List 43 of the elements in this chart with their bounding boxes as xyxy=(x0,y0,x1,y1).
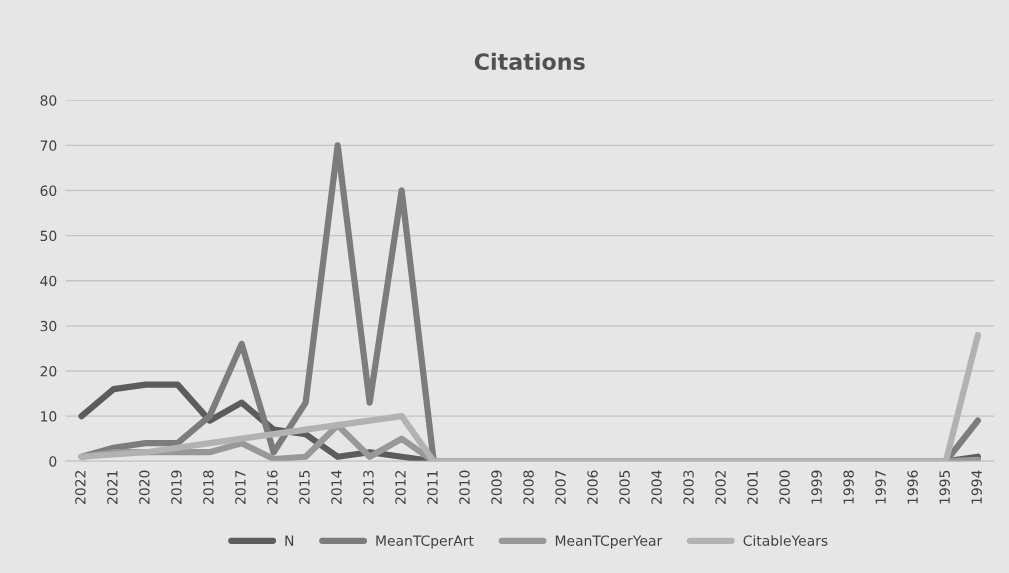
x-tick-label: 2013 xyxy=(363,470,374,504)
x-tick-label: 2003 xyxy=(683,470,694,504)
x-tick-label: 2021 xyxy=(107,470,118,504)
x-tick-label: 2014 xyxy=(331,470,342,504)
x-tick-label: 2001 xyxy=(747,470,758,504)
x-tick-label: 2005 xyxy=(619,470,630,504)
x-tick-label: 2006 xyxy=(587,470,598,504)
y-tick-label: 80 xyxy=(40,95,57,106)
x-tick-label: 2008 xyxy=(523,470,534,504)
x-tick-label: 2000 xyxy=(779,470,790,504)
x-tick-label: 2019 xyxy=(171,470,182,504)
x-tick-label: 1996 xyxy=(907,470,918,504)
y-tick-label: 60 xyxy=(40,185,57,196)
chart-title: Citations xyxy=(474,52,585,71)
x-tick-label: 2017 xyxy=(235,470,246,504)
x-tick-label: 1998 xyxy=(843,470,854,504)
x-tick-label: 2020 xyxy=(139,470,150,504)
x-tick-label: 2010 xyxy=(459,470,470,504)
legend-label: MeanTCperArt xyxy=(376,535,474,549)
x-tick-label: 1999 xyxy=(811,470,822,504)
y-tick-label: 20 xyxy=(40,365,57,377)
legend-label: CitableYears xyxy=(743,535,828,546)
legend-label: N xyxy=(285,535,294,546)
x-tick-label: 2011 xyxy=(427,470,438,504)
x-tick-label: 2016 xyxy=(267,470,278,504)
x-tick-label: 2004 xyxy=(651,470,662,504)
x-tick-label: 2009 xyxy=(491,470,502,504)
y-tick-label: 70 xyxy=(40,140,57,151)
x-tick-label: 1997 xyxy=(875,470,886,504)
x-tick-label: 2022 xyxy=(75,470,86,504)
x-tick-label: 1994 xyxy=(971,470,982,504)
y-tick-label: 10 xyxy=(41,411,57,422)
y-tick-label: 0 xyxy=(49,456,57,467)
x-tick-label: 2012 xyxy=(395,470,406,504)
x-tick-label: 1995 xyxy=(939,470,950,504)
x-tick-label: 2015 xyxy=(299,470,310,504)
legend-label: MeanTCperYear xyxy=(555,535,663,549)
y-tick-label: 50 xyxy=(40,230,57,242)
y-tick-label: 40 xyxy=(40,275,57,287)
x-tick-label: 2007 xyxy=(555,470,566,504)
y-tick-label: 30 xyxy=(40,320,57,332)
x-tick-label: 2018 xyxy=(203,470,214,504)
x-tick-label: 2002 xyxy=(715,470,726,504)
